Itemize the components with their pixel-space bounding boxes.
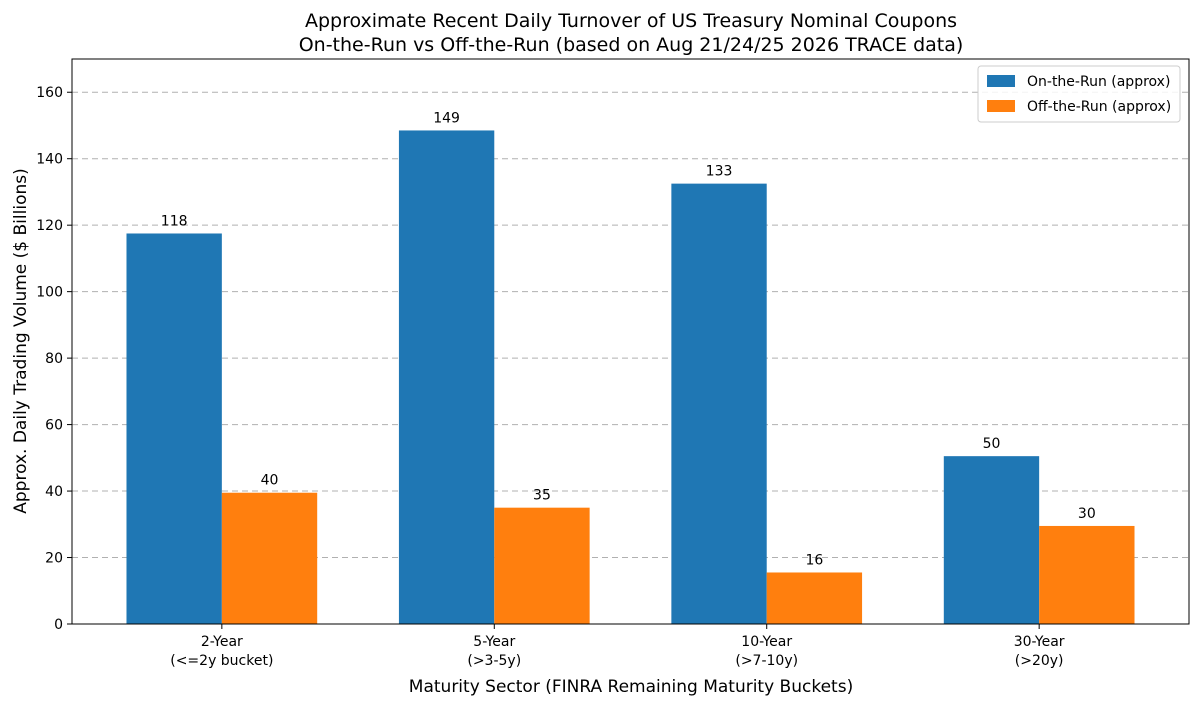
x-tick-label-1-1: (>3-5y) — [467, 653, 521, 669]
x-tick-label-2-1: (>7-10y) — [735, 653, 798, 669]
y-tick-label-40: 40 — [45, 484, 63, 500]
legend-swatch-on-the-run — [987, 75, 1015, 87]
legend: On-the-Run (approx) Off-the-Run (approx) — [977, 65, 1181, 123]
y-tick-label-0: 0 — [54, 617, 63, 633]
y-tick-label-60: 60 — [45, 418, 63, 434]
x-tick-label-3-1: (>20y) — [1015, 653, 1064, 669]
bar-on-the-run-1 — [398, 130, 495, 625]
data-label-off-the-run-2: 16 — [805, 552, 823, 568]
chart-title: Approximate Recent Daily Turnover of US … — [305, 10, 957, 32]
legend-swatch-off-the-run — [987, 100, 1015, 112]
y-tick-label-20: 20 — [45, 551, 63, 567]
x-axis: 2-Year (<=2y bucket) 5-Year (>3-5y) 10-Year (… — [170, 624, 1065, 669]
bars — [126, 130, 1135, 625]
y-tick-label-80: 80 — [45, 351, 63, 367]
data-label-off-the-run-1: 35 — [533, 488, 551, 504]
x-tick-label-0-1: (<=2y bucket) — [170, 653, 273, 669]
bar-on-the-run-3 — [943, 456, 1040, 624]
y-tick-label-140: 140 — [36, 152, 63, 168]
legend-label-off-the-run: Off-the-Run (approx) — [1027, 99, 1171, 115]
data-label-on-the-run-3: 50 — [983, 436, 1001, 452]
legend-label-on-the-run: On-the-Run (approx) — [1027, 74, 1170, 90]
data-label-on-the-run-1: 149 — [433, 110, 460, 126]
bar-off-the-run-3 — [1039, 525, 1135, 624]
legend-box — [977, 65, 1181, 123]
data-label-on-the-run-2: 133 — [706, 164, 733, 180]
x-tick-label-3-0: 30-Year — [1014, 634, 1065, 650]
data-label-on-the-run-0: 118 — [161, 213, 188, 229]
chart-subtitle: On-the-Run vs Off-the-Run (based on Aug … — [299, 34, 964, 56]
y-tick-label-100: 100 — [36, 285, 63, 301]
x-tick-label-2-0: 10-Year — [741, 634, 792, 650]
data-labels: 118 40 149 35 133 16 50 30 — [161, 110, 1096, 568]
bar-on-the-run-2 — [671, 183, 767, 624]
x-axis-label: Maturity Sector (FINRA Remaining Maturit… — [409, 677, 853, 697]
bar-on-the-run-0 — [126, 233, 222, 624]
data-label-off-the-run-0: 40 — [261, 473, 279, 489]
plot-frame — [71, 58, 1190, 625]
y-tick-label-120: 120 — [36, 218, 63, 234]
y-axis-label: Approx. Daily Trading Volume ($ Billions… — [11, 168, 31, 513]
bar-off-the-run-0 — [221, 492, 318, 624]
y-axis: 0 20 40 60 80 100 120 140 160 — [36, 85, 72, 633]
y-tick-label-160: 160 — [36, 85, 63, 101]
bar-off-the-run-1 — [494, 507, 590, 624]
bar-off-the-run-2 — [766, 572, 863, 624]
data-label-off-the-run-3: 30 — [1078, 506, 1096, 522]
x-tick-label-0-0: 2-Year — [201, 634, 243, 650]
x-tick-label-1-0: 5-Year — [473, 634, 515, 650]
